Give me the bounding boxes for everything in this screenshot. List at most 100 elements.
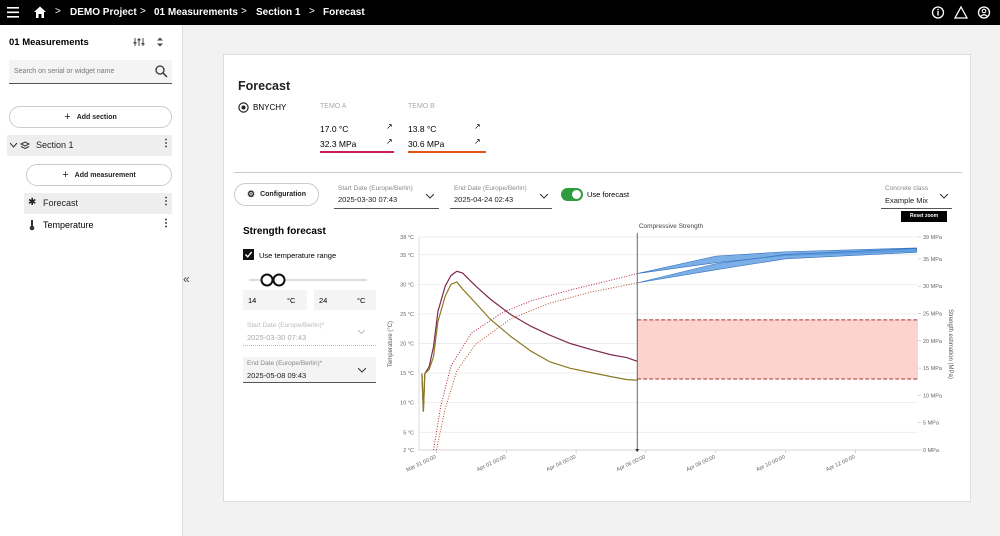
chart-icon[interactable]: ↗: [386, 137, 393, 146]
sidebar-tools[interactable]: [133, 36, 169, 48]
chart-icon[interactable]: ↗: [474, 137, 481, 146]
forecast-toggle[interactable]: [561, 188, 583, 201]
breadcrumb[interactable]: 01 Measurements: [154, 7, 238, 18]
x-tick-label: Apr 02 00:00: [476, 454, 507, 473]
y2-tick-label: 5 MPa: [923, 421, 940, 427]
now-marker: [635, 449, 640, 452]
collapse-icon[interactable]: «: [183, 272, 190, 286]
strength-line: [435, 282, 638, 451]
add-measurement-button[interactable]: + Add measurement: [26, 164, 172, 186]
y-tick-label: 25 °C: [400, 312, 414, 318]
checkbox[interactable]: [243, 249, 254, 260]
forecast-end-date[interactable]: End Date (Europe/Berlin)* 2025-05-08 09:…: [243, 357, 376, 383]
forecast-card: Forecast BNYCHY ⚙ Configuration Start Dat…: [223, 54, 971, 502]
section-icons: [10, 141, 31, 150]
y2-tick-label: 20 MPa: [923, 339, 943, 345]
temperature-range: [637, 319, 918, 379]
breadcrumb[interactable]: DEMO Project: [70, 7, 137, 18]
y2-tick-label: 0 MPa: [923, 448, 940, 454]
divider: [234, 172, 962, 173]
start-date-field[interactable]: Start Date (Europe/Berlin) 2025-03-30 07…: [334, 182, 439, 209]
device-icon: [238, 102, 249, 113]
x-tick-label: Mar 31 00:00: [405, 454, 437, 473]
thermometer-icon: [29, 220, 35, 231]
sensor-name: TEMO A: [320, 103, 347, 110]
sensor-strength: 32.3 MPa: [320, 139, 357, 149]
max-input[interactable]: 24 °C: [314, 290, 376, 310]
forecast-band: [637, 248, 917, 284]
measurement-label: Forecast: [43, 198, 79, 208]
min-input[interactable]: 14 °C: [243, 290, 307, 310]
forecast-toggle-label: Use forecast: [587, 190, 630, 199]
x-tick-label: Apr 08 00:00: [686, 454, 717, 473]
y-tick-label: 35 °C: [400, 253, 414, 259]
top-bar: > DEMO Project > 01 Measurements > Secti…: [0, 0, 1000, 25]
measurement-row[interactable]: Temperature ⋮: [24, 215, 172, 236]
concrete-class-field[interactable]: Concrete class Example Mix: [881, 182, 952, 209]
x-tick-label: Apr 04 00:00: [546, 454, 577, 473]
measurement-row[interactable]: ✱ Forecast ⋮: [24, 193, 172, 214]
field-value: Example Mix: [885, 196, 928, 205]
search-placeholder: Search on serial or widget name: [14, 68, 115, 75]
unit: °C: [357, 296, 366, 305]
chevron: [358, 368, 366, 373]
y2-tick-label: 25 MPa: [923, 311, 943, 317]
search-icon: [155, 65, 168, 78]
add-section-button[interactable]: + Add section: [9, 106, 172, 128]
search-box[interactable]: Search on serial or widget name: [9, 60, 172, 84]
header-icons[interactable]: [931, 5, 991, 20]
y-tick-label: 10 °C: [400, 401, 414, 407]
y2-tick-label: 10 MPa: [923, 393, 943, 399]
field-value: 2025-03-30 07:43: [247, 333, 307, 342]
forecast-icon: ✱: [28, 197, 37, 208]
configuration-button[interactable]: ⚙ Configuration: [234, 183, 319, 206]
configuration-label: Configuration: [260, 191, 306, 198]
menu-icon[interactable]: [7, 6, 21, 19]
sidebar: 01 Measurements Search on serial or widg…: [0, 25, 183, 536]
chart-icon[interactable]: ↗: [386, 122, 393, 131]
field-label: Start Date (Europe/Berlin)*: [247, 322, 325, 329]
chart-title: Compressive Strength: [639, 223, 704, 230]
sensor-underline: [320, 151, 394, 153]
more-icon[interactable]: ⋮: [161, 196, 171, 207]
y2-tick-label: 39 MPa: [923, 235, 943, 241]
range-slider[interactable]: [249, 272, 369, 288]
breadcrumb[interactable]: Section 1: [256, 7, 301, 18]
strength-line: [433, 273, 638, 451]
x-tick-label: Apr 06 00:00: [616, 454, 647, 473]
x-tick-label: Apr 12 00:00: [825, 454, 856, 473]
reset-zoom-button[interactable]: Reset zoom: [901, 211, 947, 222]
y2-tick-label: 35 MPa: [923, 257, 943, 263]
forecast-start-date: Start Date (Europe/Berlin)* 2025-03-30 0…: [243, 319, 376, 346]
field-value: 2025-03-30 07:43: [338, 195, 398, 204]
measurement-label: Temperature: [43, 220, 94, 230]
y-tick-label: 38 °C: [400, 235, 414, 241]
field-value: 2025-04-24 02:43: [454, 195, 514, 204]
more-icon[interactable]: ⋮: [161, 218, 171, 229]
sensor-name: TEMO B: [408, 103, 435, 110]
field-label: End Date (Europe/Berlin): [454, 185, 527, 192]
chart-icon[interactable]: ↗: [474, 122, 481, 131]
y-tick-label: 30 °C: [400, 282, 414, 288]
field-label: Start Date (Europe/Berlin): [338, 185, 413, 192]
x-tick-label: Apr 10 00:00: [755, 454, 786, 473]
field-label: End Date (Europe/Berlin)*: [247, 360, 323, 367]
field-value: 2025-05-08 09:43: [247, 371, 307, 380]
y-axis-title: Temperature (°C): [388, 321, 394, 367]
field-label: Concrete class: [885, 185, 928, 192]
end-date-field[interactable]: End Date (Europe/Berlin) 2025-04-24 02:4…: [450, 182, 552, 209]
y-tick-label: 20 °C: [400, 342, 414, 348]
max-value: 24: [319, 296, 328, 305]
y2-tick-label: 15 MPa: [923, 366, 943, 372]
section-row[interactable]: Section 1 ⋮: [7, 135, 172, 156]
separator: >: [55, 6, 61, 17]
device-name: BNYCHY: [253, 103, 287, 112]
more-icon[interactable]: ⋮: [161, 138, 171, 149]
y-tick-label: 5 °C: [403, 430, 414, 436]
add-measurement-label: Add measurement: [74, 171, 136, 179]
sensor-temperature: 17.0 °C: [320, 124, 349, 134]
chevron: [358, 330, 365, 334]
separator: >: [241, 6, 247, 17]
home-icon[interactable]: [33, 5, 47, 19]
